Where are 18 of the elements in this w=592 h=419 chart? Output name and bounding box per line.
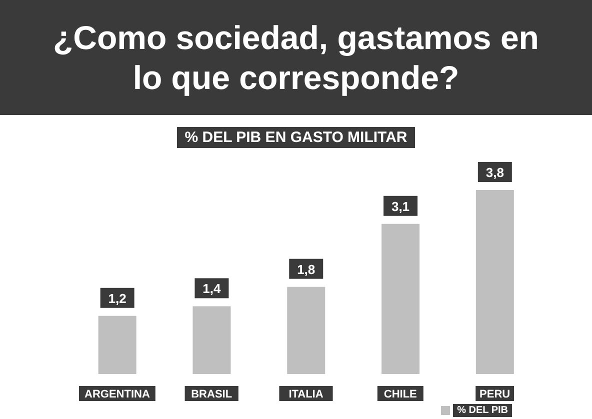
data-label: 1,4: [202, 281, 222, 296]
bar: [287, 286, 326, 374]
chart-subtitle: % DEL PIB EN GASTO MILITAR: [176, 127, 416, 148]
bar: [192, 306, 231, 374]
x-tick-label: CHILE: [384, 388, 417, 400]
bar: [382, 224, 420, 374]
data-label: 1,2: [108, 290, 126, 306]
legend-label: % DEL PIB: [453, 404, 512, 417]
bar: [476, 190, 514, 374]
chart-title: ¿Como sociedad, gastamos en lo que corresponde?: [0, 0, 592, 115]
data-label: 3,8: [486, 165, 504, 180]
x-tick-label: BRASIL: [191, 388, 232, 400]
data-label: 3,1: [391, 198, 410, 214]
x-tick-label: PERU: [480, 388, 510, 400]
bar: [98, 316, 136, 374]
x-tick-label: ITALIA: [288, 388, 324, 400]
x-tick-label: ARGENTINA: [84, 388, 150, 400]
data-label: 1,8: [297, 262, 316, 277]
